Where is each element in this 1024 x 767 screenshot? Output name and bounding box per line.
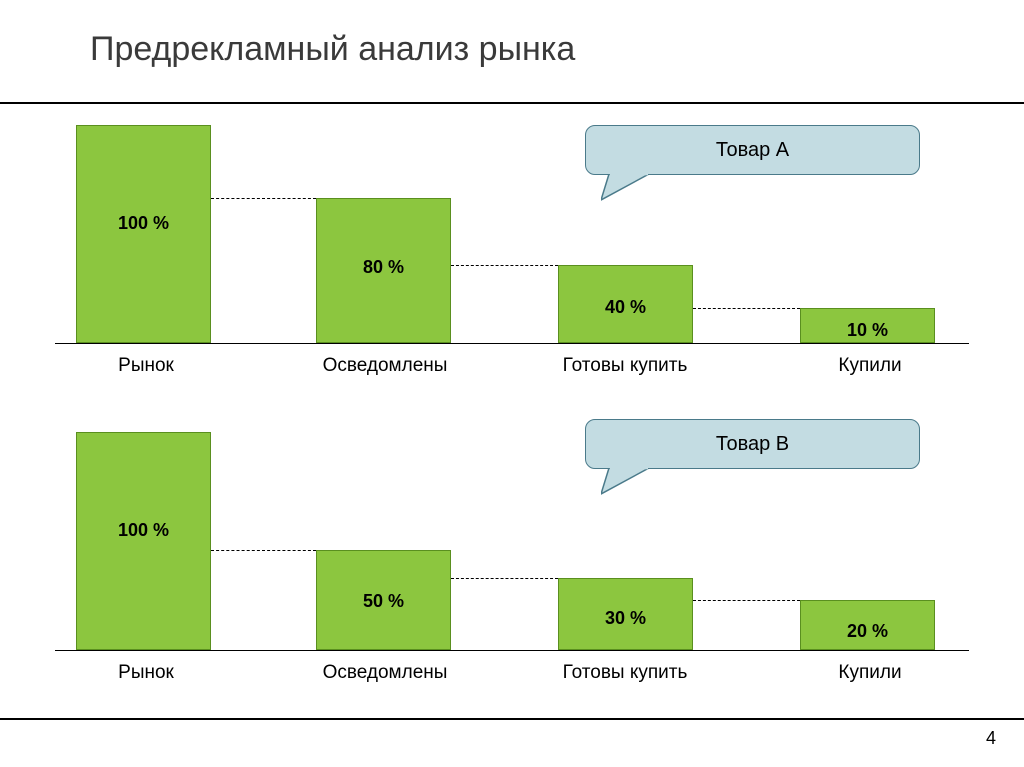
product-a-callout-tail-icon	[601, 174, 661, 204]
product-a-baseline	[55, 343, 969, 344]
product-b-connector-0	[211, 550, 316, 551]
product-b-baseline	[55, 650, 969, 651]
product-b-bar-1: 50 %	[316, 550, 451, 650]
product-a-bar-1: 80 %	[316, 198, 451, 343]
horizontal-rule-1	[0, 718, 1024, 720]
product-a-bar-label-0: 100 %	[77, 213, 210, 234]
product-b-callout-tail-icon	[601, 468, 661, 498]
page-number: 4	[986, 728, 996, 749]
product-b-category-label-1: Осведомлены	[290, 662, 480, 684]
page-title: Предрекламный анализ рынка	[90, 30, 575, 69]
product-b-connector-1	[451, 578, 558, 579]
product-b-connector-2	[693, 600, 800, 601]
product-a-category-label-3: Купили	[810, 355, 930, 377]
horizontal-rule-0	[0, 102, 1024, 104]
product-a-category-label-0: Рынок	[86, 355, 206, 377]
product-b-bar-label-0: 100 %	[77, 520, 210, 541]
product-a-connector-2	[693, 308, 800, 309]
product-b-bar-label-2: 30 %	[559, 608, 692, 629]
product-b-callout-label: Товар В	[586, 433, 919, 456]
product-b-category-label-0: Рынок	[86, 662, 206, 684]
product-b-category-label-2: Готовы купить	[535, 662, 715, 684]
product-a-connector-1	[451, 265, 558, 266]
slide: Предрекламный анализ рынка 100 % Рынок 80 …	[0, 0, 1024, 767]
product-a-callout: Товар А	[585, 125, 920, 175]
product-a-bar-0: 100 %	[76, 125, 211, 343]
product-a-category-label-2: Готовы купить	[535, 355, 715, 377]
product-b-callout: Товар В	[585, 419, 920, 469]
product-b-category-label-3: Купили	[810, 662, 930, 684]
product-a-bar-3: 10 %	[800, 308, 935, 343]
product-a-bar-2: 40 %	[558, 265, 693, 343]
product-b-bar-label-1: 50 %	[317, 591, 450, 612]
product-a-bar-label-3: 10 %	[801, 320, 934, 341]
product-a-connector-0	[211, 198, 316, 199]
product-a-bar-label-2: 40 %	[559, 297, 692, 318]
product-a-bar-label-1: 80 %	[317, 257, 450, 278]
product-b-bar-0: 100 %	[76, 432, 211, 650]
product-b-bar-label-3: 20 %	[801, 621, 934, 642]
product-b-bar-3: 20 %	[800, 600, 935, 650]
product-b-bar-2: 30 %	[558, 578, 693, 650]
product-a-callout-label: Товар А	[586, 139, 919, 162]
product-a-category-label-1: Осведомлены	[290, 355, 480, 377]
